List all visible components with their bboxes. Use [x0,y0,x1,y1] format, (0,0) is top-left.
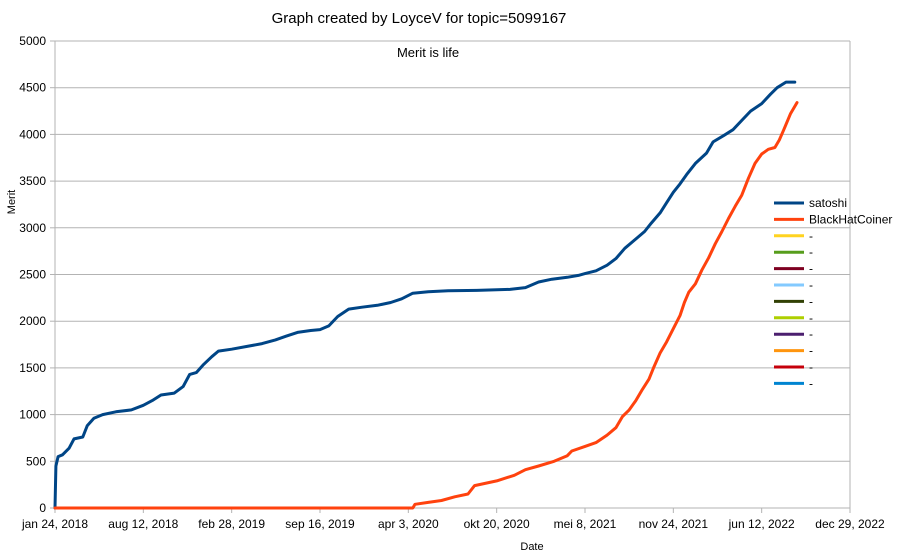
x-tick-label: nov 24, 2021 [639,517,709,531]
y-tick-label: 4000 [19,127,46,141]
y-tick-label: 5000 [19,34,46,48]
legend: satoshi BlackHatCoiner - - - - - - - - - - [774,196,892,390]
x-axis-label: Date [520,541,543,553]
y-tick-label: 3000 [19,221,46,235]
x-tick-label: jun 12, 2022 [728,517,795,531]
y-tick-label: 4500 [19,81,46,95]
y-tick-label: 1500 [19,361,46,375]
y-tick-label: 500 [26,454,46,468]
x-tick-label: jan 24, 2018 [21,517,88,531]
legend-label: - [809,278,813,292]
y-axis-ticks: 0 500 1000 1500 2000 2500 3000 3500 4000 4500 5000 [19,34,55,515]
series-line-satoshi [53,80,797,510]
legend-label: - [809,311,813,325]
y-tick-label: 2000 [19,314,46,328]
chart-title: Graph created by LoyceV for topic=509916… [272,10,567,27]
legend-label: - [809,229,813,243]
y-tick-label: 1000 [19,408,46,422]
series-line-blackhatcoiner [53,101,799,510]
legend-label: - [809,344,813,358]
x-tick-label: apr 3, 2020 [378,517,439,531]
legend-label: - [809,245,813,259]
legend-label: - [809,262,813,276]
x-tick-label: dec 29, 2022 [815,517,885,531]
x-axis-ticks: jan 24, 2018 aug 12, 2018 feb 28, 2019 sep … [21,508,885,531]
x-tick-label: sep 16, 2019 [285,517,355,531]
legend-label: - [809,327,813,341]
chart-subtitle: Merit is life [397,45,459,60]
legend-label: BlackHatCoiner [809,212,892,226]
x-tick-label: okt 20, 2020 [464,517,530,531]
legend-label: - [809,360,813,374]
legend-label: - [809,294,813,308]
legend-label: - [809,376,813,390]
y-tick-label: 3500 [19,174,46,188]
y-axis-label: Merit [6,190,18,214]
y-tick-label: 2500 [19,268,46,282]
x-tick-label: feb 28, 2019 [198,517,265,531]
y-tick-label: 0 [39,501,46,515]
x-tick-label: aug 12, 2018 [108,517,178,531]
grid-lines [55,40,850,509]
legend-label: satoshi [809,196,847,210]
x-tick-label: mei 8, 2021 [554,517,617,531]
series-lines [53,80,799,510]
